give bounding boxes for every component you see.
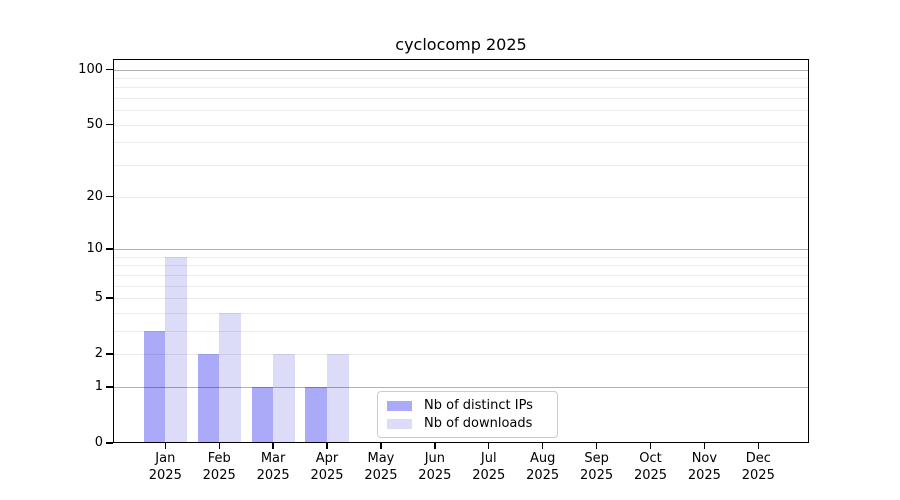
gridline-minor-30 [114,165,808,167]
gridline-minor-20 [114,196,808,198]
y-tick-5 [106,297,113,299]
x-tick-label-jun: Jun 2025 [418,451,452,483]
bar-downloads-mar [273,354,295,443]
y-tick-1 [106,386,113,388]
gridline-minor-60 [114,110,808,112]
x-tick-label-sep: Sep 2025 [580,451,614,483]
x-tick-jul [488,443,490,449]
y-tick-label-0: 0 [94,435,103,450]
y-tick-2 [106,353,113,355]
x-tick-label-oct: Oct 2025 [633,451,668,483]
x-tick-nov [703,443,706,449]
y-tick-label-5: 5 [94,289,103,305]
y-tick-50 [106,124,113,126]
x-tick-jan [164,443,166,449]
bar-downloads-apr [327,354,349,443]
gridline-minor-80 [114,87,808,89]
y-tick-100 [106,68,113,71]
gridline-minor-2 [114,354,808,356]
y-tick-label-1: 1 [94,378,103,394]
x-tick-label-jan: Jan 2025 [148,451,182,483]
legend-label-downloads: Nb of downloads [424,416,533,431]
gridline-minor-50 [114,124,808,126]
x-tick-oct [649,443,652,449]
x-tick-label-dec: Dec 2025 [741,451,775,483]
x-tick-sep [595,443,598,449]
x-tick-label-may: May 2025 [364,451,398,483]
x-tick-label-mar: Mar 2025 [256,451,290,483]
legend-item-downloads: Nb of downloads [387,416,557,431]
y-tick-10 [106,248,113,250]
bar-downloads-jan [165,256,187,443]
x-tick-label-apr: Apr 2025 [310,451,344,483]
gridline-minor-40 [114,142,808,144]
bar-distinct-ips-feb [197,354,220,443]
x-tick-apr [326,443,328,449]
x-tick-label-nov: Nov 2025 [687,451,721,483]
chart-title: cyclocomp 2025 [395,35,527,54]
gridline-minor-3 [114,330,808,332]
legend-item-distinct-ips: Nb of distinct IPs [387,398,557,413]
x-tick-jun [434,443,436,449]
x-tick-mar [272,443,274,449]
gridline-major-1 [114,386,808,388]
y-tick-label-2: 2 [94,346,103,362]
x-tick-feb [218,443,220,449]
y-tick-label-10: 10 [86,240,103,256]
y-tick-label-50: 50 [86,116,103,132]
gridline-minor-4 [114,312,808,314]
gridline-minor-9 [114,256,808,258]
gridline-minor-6 [114,285,808,287]
y-tick-label-100: 100 [78,61,103,77]
gridline-minor-90 [114,77,808,79]
bar-downloads-feb [219,312,241,443]
gridline-minor-8 [114,265,808,267]
gridline-major-100 [114,69,808,71]
legend: Nb of distinct IPs Nb of downloads [377,391,558,438]
x-tick-aug [541,443,544,449]
x-tick-label-jul: Jul 2025 [472,451,506,483]
y-tick-label-20: 20 [86,188,103,204]
y-tick-0 [106,442,113,444]
x-tick-label-feb: Feb 2025 [202,451,236,483]
bar-distinct-ips-jan [143,330,166,443]
x-tick-label-aug: Aug 2025 [526,451,560,483]
gridline-minor-5 [114,297,808,299]
bar-distinct-ips-apr [305,386,328,443]
gridline-minor-7 [114,274,808,276]
x-tick-may [380,443,382,449]
legend-swatch-downloads [387,418,412,429]
gridline-minor-70 [114,98,808,100]
y-tick-20 [106,195,113,198]
legend-label-distinct-ips: Nb of distinct IPs [424,398,533,413]
x-tick-dec [757,443,759,449]
bar-distinct-ips-mar [251,386,274,443]
gridline-major-10 [114,248,808,250]
legend-swatch-distinct-ips [387,400,412,411]
